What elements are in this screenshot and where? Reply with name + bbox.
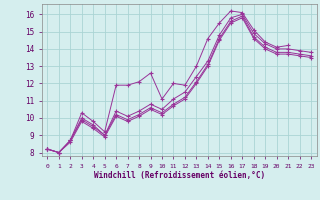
X-axis label: Windchill (Refroidissement éolien,°C): Windchill (Refroidissement éolien,°C) — [94, 171, 265, 180]
